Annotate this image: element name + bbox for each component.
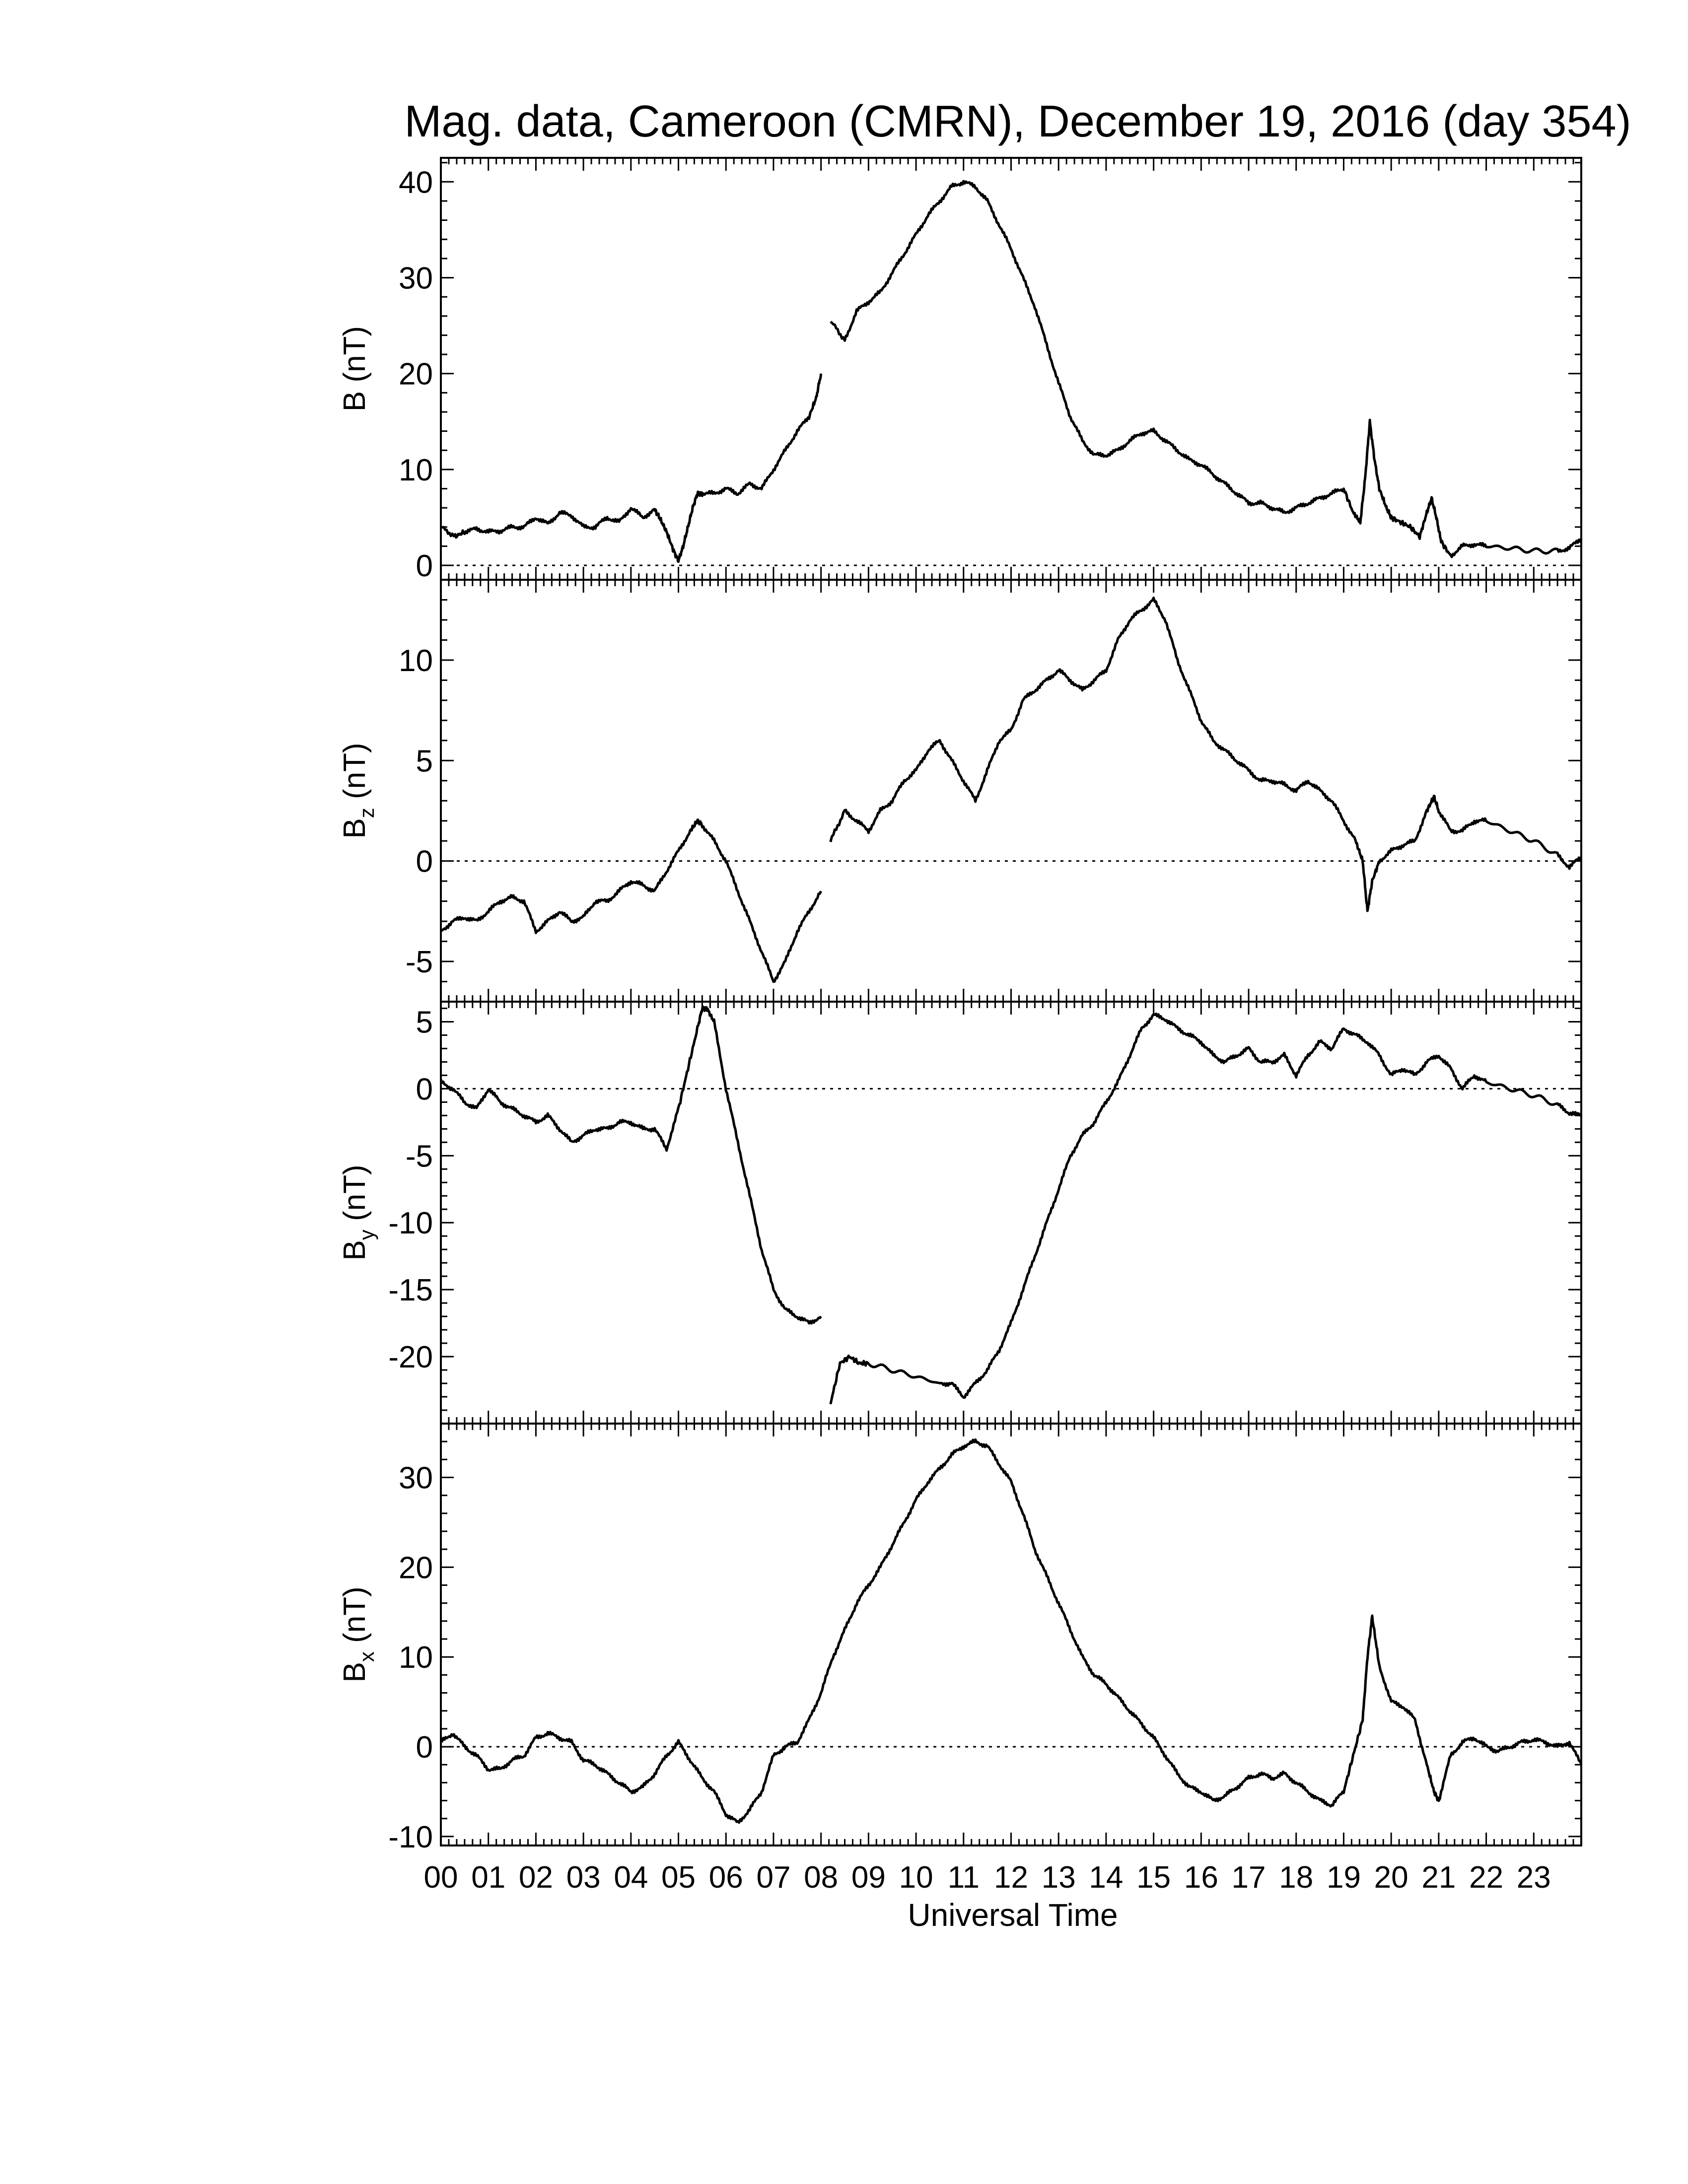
x-tick-label: 17 [1232,1860,1266,1895]
panel-Bz: -5 0 5 10 Bz (nT) [338,579,1583,1003]
y-tick-label: -10 [388,1820,433,1854]
x-tick-label: 04 [614,1860,648,1895]
series-By-segment [439,1005,822,1325]
x-tick-label: 15 [1136,1860,1171,1895]
y-tick-label: 30 [399,1461,433,1496]
x-tick-label: 06 [709,1860,743,1895]
series-Bz-segment [829,596,1583,912]
y-tick-label: -20 [388,1340,433,1374]
y-tick-label: 0 [416,549,433,583]
x-tick-label: 07 [756,1860,790,1895]
y-tick-label: -15 [388,1273,433,1307]
y-tick-label: 40 [399,165,433,200]
series-By-segment [829,1012,1582,1405]
panel-frame [440,579,1582,1003]
y-tick-label: 20 [399,1551,433,1585]
series-Bx-segment [440,1438,1583,1824]
y-axis-label: Bx (nT) [338,1586,378,1682]
x-tick-label: 18 [1279,1860,1313,1895]
x-tick-label: 19 [1327,1860,1361,1895]
series-Bz-segment [440,818,822,983]
x-tick-label: 23 [1517,1860,1551,1895]
x-axis-label: Universal Time [908,1897,1118,1933]
y-axis-label: Bz (nT) [338,743,378,838]
y-tick-label: -5 [406,1139,433,1173]
x-tick-label: 01 [471,1860,505,1895]
panel-frame [440,157,1582,581]
panel-B: 0 10 20 30 40 B (nT) [338,157,1583,583]
x-tick-label: 02 [519,1860,553,1895]
panel-By: -20 -15 -10 -5 0 5 By (nT) [338,1001,1582,1425]
y-tick-label: 0 [416,1072,433,1106]
y-tick-label: 5 [416,1005,433,1039]
x-tick-label: 13 [1042,1860,1076,1895]
y-tick-label: -5 [406,945,433,979]
panel-Bx: -10 0 10 20 30 Bx (nT) 00 01 02 03 04 05 06 07 08 09 10 1… [338,1423,1583,1895]
y-axis-label: B (nT) [338,326,372,411]
panel-frame [440,1423,1582,1846]
x-tick-label: 08 [804,1860,838,1895]
x-tick-label: 14 [1089,1860,1123,1895]
y-tick-label: 0 [416,1730,433,1765]
x-tick-label: 20 [1374,1860,1408,1895]
y-tick-label: 0 [416,845,433,879]
y-tick-label: 5 [416,744,433,778]
y-tick-label: -10 [388,1206,433,1240]
chart-title: Mag. data, Cameroon (CMRN), December 19,… [404,97,1631,146]
y-tick-label: 20 [399,357,433,392]
series-B-segment [830,180,1583,558]
y-tick-label: 10 [399,1640,433,1675]
y-axis-label: By (nT) [338,1164,378,1260]
x-tick-label: 21 [1421,1860,1456,1895]
y-tick-label: 10 [399,644,433,678]
panel-frame [440,1001,1582,1425]
series-B-segment [440,373,823,563]
x-tick-label: 12 [994,1860,1028,1895]
y-tick-label: 30 [399,261,433,295]
x-tick-label: 16 [1184,1860,1218,1895]
x-tick-label: 03 [566,1860,601,1895]
x-tick-label: 11 [948,1860,980,1895]
x-tick-label: 05 [661,1860,696,1895]
x-tick-label: 10 [899,1860,933,1895]
y-tick-label: 10 [399,453,433,487]
x-tick-label: 00 [424,1860,458,1895]
x-tick-label: 22 [1469,1860,1503,1895]
x-tick-label: 09 [851,1860,886,1895]
